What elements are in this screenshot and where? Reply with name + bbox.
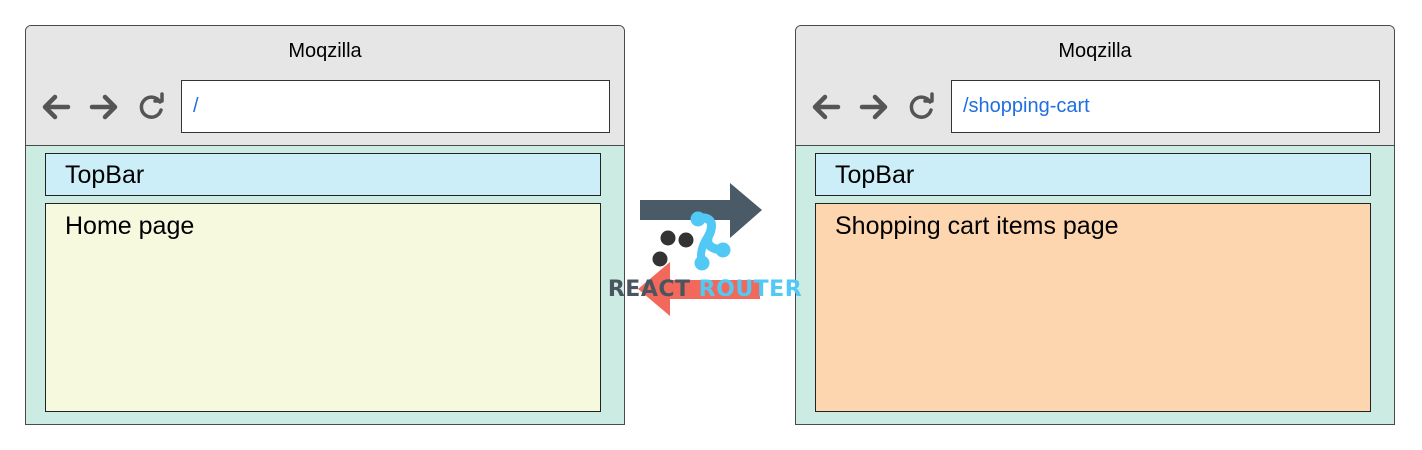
arrow-right-icon[interactable]: [88, 92, 120, 122]
url-input[interactable]: [182, 81, 609, 132]
home-page-component: Home page: [45, 203, 601, 412]
react-router-wordmark: REACT ROUTER: [598, 277, 812, 302]
url-input[interactable]: [952, 81, 1379, 132]
address-bar[interactable]: [181, 80, 610, 133]
topbar-label: TopBar: [65, 161, 145, 189]
arrow-right-icon[interactable]: [858, 92, 890, 122]
address-bar[interactable]: [951, 80, 1380, 133]
wordmark-react: REACT: [607, 277, 691, 302]
page-label: Shopping cart items page: [835, 212, 1119, 240]
topbar-label: TopBar: [835, 161, 915, 189]
reload-icon[interactable]: [906, 92, 938, 122]
arrow-left-icon[interactable]: [40, 92, 72, 122]
wordmark-router: ROUTER: [698, 277, 803, 302]
shopping-cart-page-component: Shopping cart items page: [815, 203, 1371, 412]
browser-window-left: Moqzilla TopBar Home page: [25, 25, 625, 425]
browser-chrome: Moqzilla: [26, 26, 624, 146]
topbar-component: TopBar: [815, 153, 1371, 196]
arrow-left-icon[interactable]: [810, 92, 842, 122]
forward-arrow-icon: [640, 183, 762, 238]
topbar-component: TopBar: [45, 153, 601, 196]
window-title: Moqzilla: [288, 40, 362, 62]
reload-icon[interactable]: [136, 92, 168, 122]
back-arrow-icon: [638, 262, 760, 316]
window-title: Moqzilla: [1058, 40, 1132, 62]
browser-chrome: Moqzilla: [796, 26, 1394, 146]
page-label: Home page: [65, 212, 195, 240]
browser-window-right: Moqzilla TopBar Shopping cart items page: [795, 25, 1395, 425]
react-router-logo: REACT ROUTER: [598, 178, 812, 328]
react-router-mark-icon: [652, 211, 731, 271]
